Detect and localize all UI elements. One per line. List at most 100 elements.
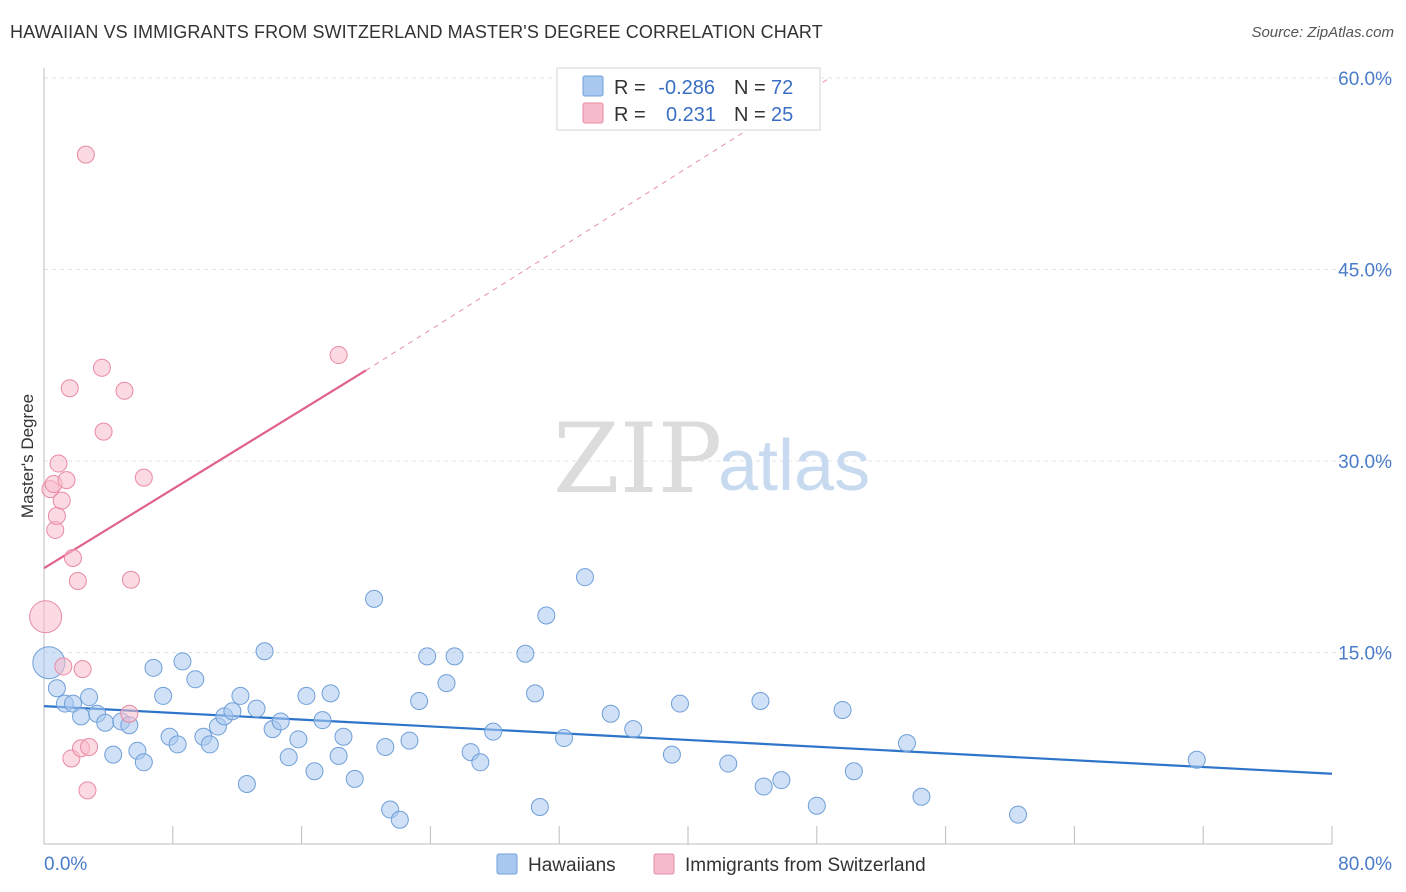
y-axis-label: Master's Degree [18,394,37,518]
data-point-hawaiians [154,686,173,705]
bottom-legend: Hawaiians Immigrants from Switzerland [496,853,926,876]
data-point-hawaiians [670,694,689,713]
y-tick-label: 60.0% [1338,69,1392,90]
data-point-switzerland [52,491,71,510]
data-point-hawaiians [1187,750,1206,769]
data-point-hawaiians [772,771,791,790]
data-point-hawaiians [313,711,332,730]
data-point-hawaiians [321,684,340,703]
data-point-hawaiians [662,745,681,764]
data-point-hawaiians [624,720,643,739]
legend-r-value-1: -0.286 [658,77,715,99]
data-point-hawaiians [418,647,437,666]
data-point-switzerland [94,422,113,441]
data-point-switzerland [49,454,68,473]
data-point-hawaiians [168,735,187,754]
data-point-hawaiians [329,746,348,765]
watermark-zip: ZIP [553,403,722,515]
x-tick-label-max: 80.0% [1338,854,1392,875]
data-point-hawaiians [530,797,549,816]
legend-swatch-switzerland [582,102,604,124]
legend-n-label-1: N = [734,77,766,99]
data-point-hawaiians [334,727,353,746]
legend-n-value-2: 25 [771,104,793,126]
data-point-switzerland [121,570,140,589]
data-points [29,145,1206,829]
data-point-switzerland [115,381,134,400]
data-point-hawaiians [751,692,770,711]
grid-lines [44,77,1392,653]
data-point-hawaiians [575,568,594,587]
data-point-switzerland [47,506,66,525]
bottom-legend-swatch-hawaiians [496,853,518,875]
data-point-hawaiians [484,722,503,741]
data-point-switzerland [80,737,99,756]
y-tick-labels: 15.0% 30.0% 45.0% 60.0% [1338,69,1392,665]
trend-line-extension [365,77,830,371]
data-point-switzerland [29,600,63,634]
legend-r-label-2: R = [614,104,646,126]
legend-r-value-2: 0.231 [666,104,716,126]
data-point-hawaiians [365,589,384,608]
data-point-hawaiians [912,787,931,806]
data-point-hawaiians [844,762,863,781]
data-point-hawaiians [247,699,266,718]
data-point-hawaiians [376,737,395,756]
data-point-hawaiians [400,731,419,750]
data-point-hawaiians [516,644,535,663]
legend-box: R = -0.286 N = 72 R = 0.231 N = 25 [556,67,821,131]
data-point-switzerland [76,145,95,164]
data-point-switzerland [68,572,87,591]
data-point-hawaiians [410,692,429,711]
x-tick-label-min: 0.0% [44,854,87,875]
data-point-hawaiians [390,810,409,829]
data-point-hawaiians [445,647,464,666]
data-point-hawaiians [526,684,545,703]
data-point-hawaiians [537,606,556,625]
legend-swatch-hawaiians [582,75,604,97]
data-point-hawaiians [297,686,316,705]
data-point-switzerland [78,781,97,800]
data-point-switzerland [329,346,348,365]
bottom-legend-label-switzerland: Immigrants from Switzerland [685,855,926,876]
bottom-legend-label-hawaiians: Hawaiians [528,855,616,876]
legend-n-label-2: N = [734,104,766,126]
watermark-atlas: atlas [718,426,870,506]
data-point-hawaiians [47,679,66,698]
data-point-hawaiians [63,694,82,713]
data-point-hawaiians [754,777,773,796]
data-point-hawaiians [223,702,242,721]
data-point-hawaiians [237,774,256,793]
bottom-legend-swatch-switzerland [653,853,675,875]
data-point-hawaiians [144,658,163,677]
legend-r-label-1: R = [614,77,646,99]
data-point-hawaiians [200,735,219,754]
trend-line-switzerland [43,369,367,570]
data-point-hawaiians [186,670,205,689]
data-point-switzerland [63,549,82,568]
legend-n-value-1: 72 [771,77,793,99]
chart-source: Source: ZipAtlas.com [1251,24,1394,41]
data-point-hawaiians [104,745,123,764]
data-point-hawaiians [437,674,456,693]
data-point-switzerland [120,704,139,723]
x-tick-marks [172,826,1333,844]
data-point-hawaiians [601,704,620,723]
data-point-switzerland [57,471,76,490]
data-point-switzerland [73,660,92,679]
data-point-hawaiians [807,796,826,815]
data-point-hawaiians [255,642,274,661]
data-point-hawaiians [279,748,298,767]
data-point-hawaiians [897,734,916,753]
data-point-hawaiians [345,769,364,788]
chart-title: HAWAIIAN VS IMMIGRANTS FROM SWITZERLAND … [10,22,823,42]
data-point-hawaiians [833,700,852,719]
data-point-hawaiians [289,730,308,749]
data-point-switzerland [54,657,73,676]
data-point-hawaiians [72,707,91,726]
data-point-hawaiians [231,686,250,705]
data-point-hawaiians [555,729,574,748]
data-point-hawaiians [80,688,99,707]
data-point-switzerland [134,468,153,487]
